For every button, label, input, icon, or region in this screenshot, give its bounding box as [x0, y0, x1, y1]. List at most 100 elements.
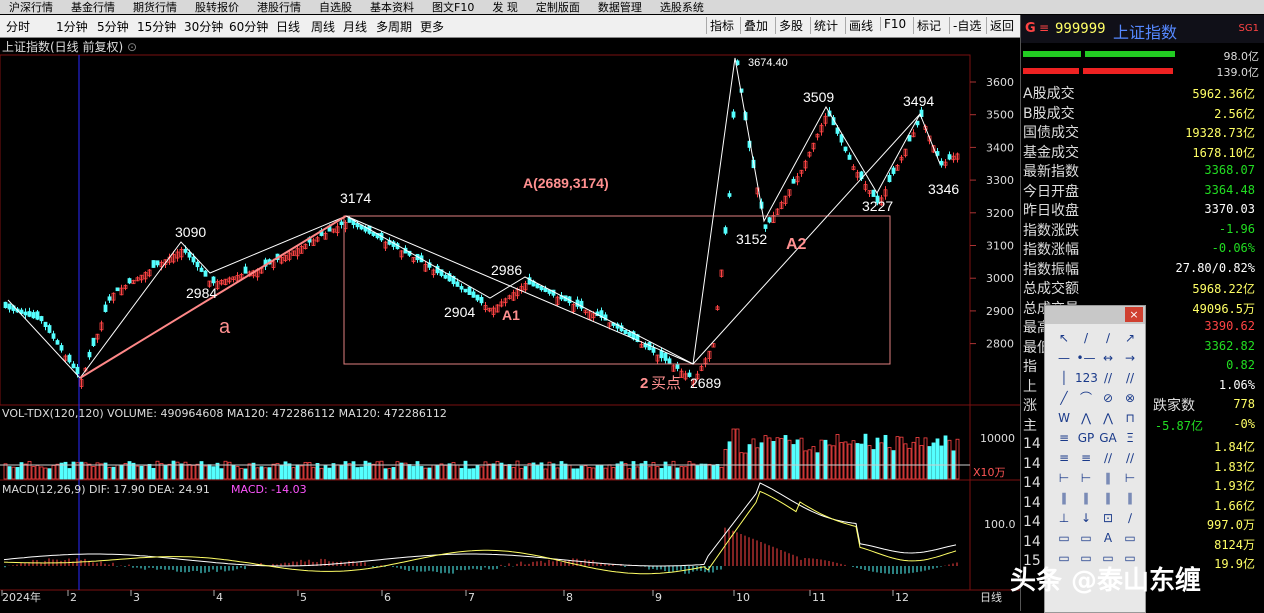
candle-body — [19, 309, 24, 314]
draw-tool-icon[interactable]: ∕∕ — [1103, 451, 1113, 465]
draw-tool-icon[interactable]: GP — [1077, 431, 1095, 445]
btn-multi-stock[interactable]: 多股 — [775, 17, 803, 34]
candle-body — [191, 256, 196, 263]
draw-tool-icon[interactable]: ⊘ — [1102, 391, 1114, 405]
draw-tool-icon[interactable]: ∥ — [1105, 491, 1111, 505]
draw-tool-icon[interactable]: // — [1103, 371, 1113, 385]
period-tab-30min[interactable]: 30分钟 — [184, 20, 224, 34]
draw-tool-icon[interactable]: ↔ — [1102, 351, 1114, 365]
btn-self-select[interactable]: -自选 — [949, 17, 981, 34]
draw-tool-icon[interactable]: → — [1124, 351, 1136, 365]
draw-tool-icon[interactable]: ▭ — [1058, 551, 1070, 565]
tick-time: 14 — [1023, 455, 1041, 472]
close-icon[interactable]: × — [1125, 307, 1143, 322]
top-menu-item[interactable]: 选股系统 — [659, 1, 704, 14]
period-tab-1min[interactable]: 1分钟 — [56, 20, 88, 34]
candle-body — [679, 370, 684, 378]
top-menu-item[interactable]: 定制版面 — [535, 1, 580, 14]
drawing-tools-palette[interactable]: × ↖ / ∕ ↗ — •— ↔ → │ 123 // // ╱ ⌒ ⊘ ⊗ W ⋀ ⋀ ⊓ ≡ GP GA Ξ ≡ ≡ ∕∕ ∕∕ ⊢… — [1044, 305, 1146, 613]
draw-tool-icon[interactable]: ▭ — [1080, 551, 1092, 565]
btn-stats[interactable]: 统计 — [810, 17, 838, 34]
draw-tool-icon[interactable]: ⌒ — [1079, 391, 1092, 405]
volume-bar — [495, 460, 500, 480]
row-zhu-pct: -0% — [1233, 417, 1255, 431]
top-menu-item[interactable]: 股转报价 — [195, 1, 239, 14]
top-menu-item[interactable]: 发 现 — [492, 1, 518, 14]
draw-tool-icon[interactable]: ⊢ — [1058, 471, 1070, 485]
draw-tool-icon[interactable]: GA — [1099, 431, 1117, 445]
draw-tool-icon[interactable]: ∥ — [1083, 491, 1089, 505]
tick-row: 14 1.84亿 — [1023, 436, 1255, 455]
draw-tool-icon[interactable]: // — [1125, 371, 1135, 385]
period-tab-multi[interactable]: 多周期 — [376, 20, 413, 34]
palette-titlebar[interactable]: × — [1045, 306, 1145, 324]
draw-tool-icon[interactable]: ∕∕ — [1125, 451, 1135, 465]
quote-row: 最新指数 3368.07 — [1023, 161, 1255, 180]
draw-tool-icon[interactable]: ▭ — [1124, 531, 1136, 545]
draw-tool-icon[interactable]: •— — [1076, 351, 1096, 365]
volume-bar — [3, 463, 8, 480]
top-menu-item[interactable]: 基本资料 — [370, 1, 414, 14]
draw-tool-icon[interactable]: A — [1103, 531, 1113, 545]
draw-tool-icon[interactable]: ≡ — [1058, 451, 1070, 465]
draw-tool-icon[interactable]: ∕ — [1105, 331, 1111, 345]
candle-body — [163, 259, 168, 265]
period-tab-month[interactable]: 月线 — [343, 20, 368, 34]
period-tab-day[interactable]: 日线 — [276, 20, 301, 34]
candle-body — [439, 269, 444, 276]
draw-tool-icon[interactable]: ⊢ — [1080, 471, 1092, 485]
menu-icon[interactable]: ≡ — [1039, 21, 1050, 35]
draw-tool-icon[interactable]: ▭ — [1058, 531, 1070, 545]
draw-tool-icon[interactable]: ▭ — [1124, 551, 1136, 565]
top-menu-item[interactable]: 沪深行情 — [9, 1, 53, 14]
draw-tool-icon[interactable]: ⊥ — [1058, 511, 1070, 525]
draw-tool-icon[interactable]: ⊡ — [1102, 511, 1114, 525]
draw-tool-icon[interactable]: — — [1058, 351, 1070, 365]
draw-tool-icon[interactable]: ╱ — [1060, 391, 1068, 405]
draw-tool-icon[interactable]: ↖ — [1058, 331, 1070, 345]
draw-tool-icon[interactable]: ∥ — [1061, 491, 1067, 505]
draw-tool-icon[interactable]: ⋀ — [1081, 411, 1091, 425]
period-tab-15min[interactable]: 15分钟 — [137, 20, 177, 34]
period-tab-5min[interactable]: 5分钟 — [97, 20, 129, 34]
draw-tool-icon[interactable]: ∕ — [1127, 511, 1133, 525]
period-tab-more[interactable]: 更多 — [420, 20, 445, 34]
price-tick-label: 3200 — [986, 207, 1014, 220]
draw-tool-icon[interactable]: ⊢ — [1124, 471, 1136, 485]
draw-tool-icon[interactable]: 123 — [1075, 371, 1098, 385]
top-menu-item[interactable]: 期货行情 — [133, 1, 177, 14]
btn-f10[interactable]: F10 — [880, 17, 906, 31]
top-menu-item[interactable]: 图文F10 — [432, 1, 475, 14]
draw-tool-icon[interactable]: ∥ — [1105, 471, 1111, 485]
draw-tool-icon[interactable]: / — [1083, 331, 1089, 345]
draw-tool-icon[interactable]: ∥ — [1127, 491, 1133, 505]
draw-tool-icon[interactable]: ▭ — [1080, 531, 1092, 545]
btn-indicator[interactable]: 指标 — [706, 17, 734, 34]
draw-tool-icon[interactable]: ≡ — [1080, 451, 1092, 465]
period-tab-fenshi[interactable]: 分时 — [6, 20, 31, 34]
btn-back[interactable]: 返回 — [986, 17, 1014, 34]
draw-tool-icon[interactable]: Ξ — [1126, 431, 1134, 445]
top-menu-item[interactable]: 自选股 — [319, 1, 352, 14]
draw-tool-icon[interactable]: ⊓ — [1125, 411, 1135, 425]
candle-body — [499, 301, 504, 307]
draw-tool-icon[interactable]: ≡ — [1058, 431, 1070, 445]
draw-tool-icon[interactable]: ↓ — [1080, 511, 1092, 525]
draw-tool-icon[interactable]: ↗ — [1124, 331, 1136, 345]
tick-value: 997.0万 — [1206, 518, 1255, 532]
draw-tool-icon[interactable]: ▭ — [1102, 551, 1114, 565]
btn-mark[interactable]: 标记 — [913, 17, 941, 34]
draw-tool-icon[interactable]: ⊗ — [1124, 391, 1136, 405]
draw-tool-icon[interactable]: │ — [1060, 371, 1068, 385]
chevron-down-icon[interactable]: ⊙ — [127, 40, 138, 54]
period-tab-week[interactable]: 周线 — [311, 20, 336, 34]
top-menu-item[interactable]: 港股行情 — [257, 1, 301, 14]
btn-overlay[interactable]: 叠加 — [740, 17, 768, 34]
draw-tool-icon[interactable]: ⋀ — [1103, 411, 1113, 425]
top-menu-item[interactable]: 基金行情 — [71, 1, 115, 14]
period-tab-60min[interactable]: 60分钟 — [229, 20, 269, 34]
btn-draw[interactable]: 画线 — [845, 17, 873, 34]
top-menu-item[interactable]: 数据管理 — [597, 1, 642, 14]
draw-tool-icon[interactable]: W — [1058, 411, 1070, 425]
